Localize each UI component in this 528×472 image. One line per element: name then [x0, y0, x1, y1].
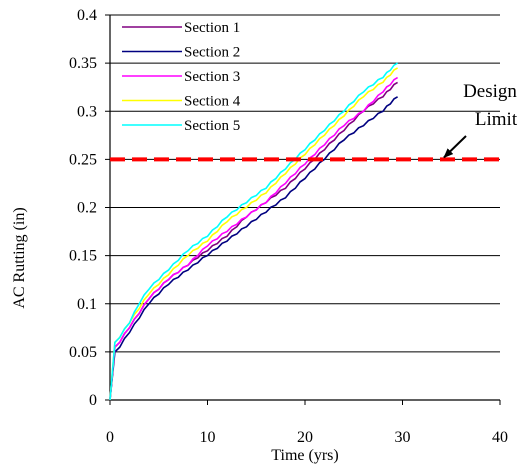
x-tick-label: 20	[297, 429, 313, 446]
design-limit	[110, 135, 505, 162]
design-limit-label-line2: Limit	[475, 109, 518, 130]
y-tick-label: 0.15	[69, 248, 97, 265]
y-tick-label: 0	[89, 392, 97, 409]
y-tick-label: 0.3	[77, 103, 97, 120]
series-line-2	[109, 96, 399, 401]
x-tick-label: 10	[200, 429, 216, 446]
x-axis-title: Time (yrs)	[271, 447, 338, 464]
y-axis-title: AC Rutting (in)	[11, 207, 28, 308]
series-line-3	[109, 76, 399, 401]
y-tick-label: 0.2	[77, 200, 97, 217]
design-limit-arrow	[443, 135, 467, 159]
x-tick-label: 40	[492, 429, 508, 446]
y-tick-label: 0.1	[77, 296, 97, 313]
series-line-5	[109, 62, 399, 401]
legend-label-3: Section 3	[184, 69, 240, 85]
series-lines	[109, 62, 399, 401]
legend-label-2: Section 2	[184, 45, 240, 61]
y-tick-label: 0.35	[69, 55, 97, 72]
legend-label-4: Section 4	[184, 94, 241, 110]
design-limit-label-line1: Design	[463, 81, 517, 102]
series-line-4	[109, 67, 399, 401]
y-tick-label: 0.05	[69, 344, 97, 361]
y-tick-labels: 0 0.05 0.1 0.15 0.2 0.25 0.3 0.35 0.4	[69, 7, 110, 409]
y-tick-label: 0.4	[77, 7, 97, 24]
legend: Section 1 Section 2 Section 3 Section 4 Sect…	[122, 20, 241, 134]
y-tick-label: 0.25	[69, 151, 97, 168]
grid-lines	[109, 14, 500, 401]
x-tick-label: 30	[395, 429, 411, 446]
x-tick-label: 0	[106, 429, 114, 446]
legend-label-1: Section 1	[184, 20, 240, 36]
legend-label-5: Section 5	[184, 118, 240, 134]
x-tick-labels: 0 10 20 30 40	[106, 400, 508, 446]
